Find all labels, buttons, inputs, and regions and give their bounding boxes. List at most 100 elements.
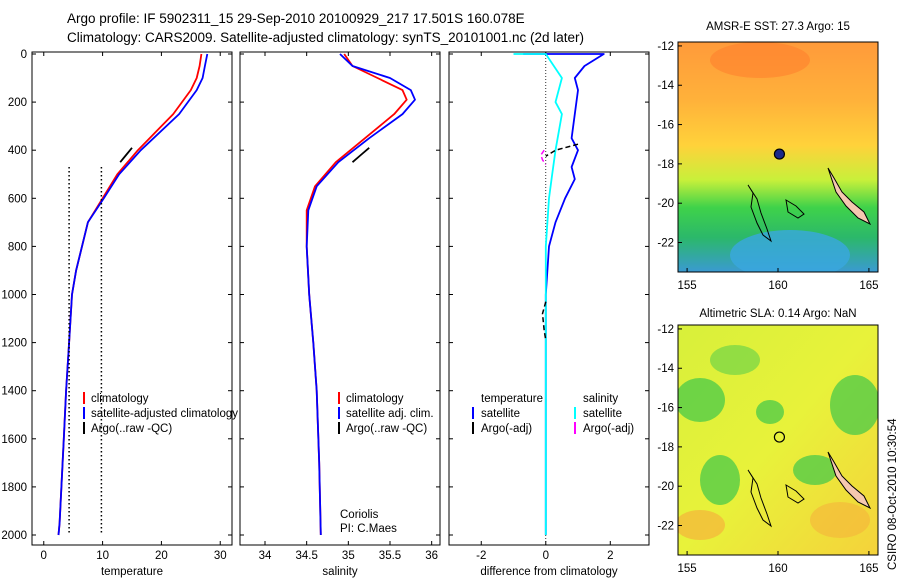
salinity-chart: 34 34.5 35 35.5 36 salinity <box>259 52 438 578</box>
legend-label: climatology <box>346 393 404 405</box>
legend-label: Argo(-adj) <box>481 423 532 435</box>
legend-header-temperature: temperature <box>481 393 543 405</box>
depth-tick-label: 200 <box>8 97 27 109</box>
series-temperature-argo-adj-deep <box>541 301 547 341</box>
legend-label: satellite <box>481 408 520 420</box>
depth-tick-label: 400 <box>8 145 27 157</box>
lon-tick-label: 155 <box>677 563 696 575</box>
lon-tick-label: 165 <box>859 563 878 575</box>
sla-green-patch <box>710 345 760 375</box>
sst-warm-patch <box>710 42 810 78</box>
lat-tick-label: -12 <box>657 324 674 336</box>
depth-tick-label: 0 <box>21 49 27 61</box>
island-outline <box>827 167 872 226</box>
lat-tick-label: -16 <box>657 403 674 415</box>
x-tick-label: 0 <box>543 550 549 562</box>
lat-tick-label: -18 <box>657 442 674 454</box>
x-tick-label: -2 <box>476 550 486 562</box>
series-argo-raw-qc- <box>119 147 133 163</box>
lon-tick-label: 165 <box>859 280 878 292</box>
lon-tick-label: 155 <box>677 280 696 292</box>
legend-label: climatology <box>91 393 149 405</box>
lat-tick-label: -14 <box>657 363 674 375</box>
x-axis-label: difference from climatology <box>480 566 617 578</box>
lat-tick-label: -20 <box>657 198 674 210</box>
sla-green-patch <box>756 400 784 424</box>
sst-map-field <box>678 42 878 272</box>
sla-orange-patch <box>678 510 725 540</box>
sla-map-title: Altimetric SLA: 0.14 Argo: NaN <box>699 308 856 320</box>
lat-tick-label: -12 <box>657 41 674 53</box>
x-tick-label: 35 <box>342 550 355 562</box>
legend-label: satellite <box>583 408 622 420</box>
temperature-panel <box>31 51 233 546</box>
x-tick-label: 35.5 <box>379 550 401 562</box>
island-outline <box>827 451 872 510</box>
footer-timestamp: CSIRO 08-Oct-2010 10:30:54 <box>887 418 899 570</box>
sla-orange-patch <box>810 502 870 538</box>
x-tick-label: 0 <box>41 550 47 562</box>
series-salinity-argo-adj- <box>540 149 547 166</box>
annotation-coriolis: Coriolis <box>340 509 379 521</box>
lat-tick-label: -22 <box>657 238 674 250</box>
figure-title-line1: Argo profile: IF 5902311_15 29-Sep-2010 … <box>67 11 525 26</box>
depth-tick-label: 2000 <box>1 530 27 542</box>
depth-tick-label: 1000 <box>1 290 27 302</box>
x-axis-label: temperature <box>101 566 163 578</box>
salinity-legend: climatology satellite adj. clim. Argo(..… <box>338 392 434 535</box>
series-climatology <box>57 53 203 536</box>
argo-position-marker <box>773 148 786 160</box>
series-temperature-argo-adj- <box>545 143 579 157</box>
legend-label: satellite adj. clim. <box>346 408 434 420</box>
salinity-panel <box>239 51 441 546</box>
difference-chart: -2 0 2 difference from climatology <box>476 52 618 578</box>
lat-tick-label: -14 <box>657 80 674 92</box>
x-tick-label: 34.5 <box>295 550 317 562</box>
figure-title-line2: Climatology: CARS2009. Satellite-adjuste… <box>67 30 584 45</box>
x-axis-label: salinity <box>322 566 357 578</box>
x-tick-label: 36 <box>425 550 438 562</box>
x-tick-label: 10 <box>96 550 109 562</box>
sst-cold-patch <box>730 230 850 272</box>
legend-label: Argo(-adj) <box>583 423 634 435</box>
series-satellite-adj-clim- <box>305 53 416 536</box>
lat-tick-label: -22 <box>657 521 674 533</box>
argo-position-marker <box>773 431 786 443</box>
depth-tick-label: 1800 <box>1 482 27 494</box>
difference-legend: temperature salinity satellite Argo(-adj… <box>472 393 634 435</box>
island-outline <box>785 484 805 504</box>
sla-green-patch <box>830 375 878 435</box>
island-outline <box>747 184 772 243</box>
x-tick-label: 30 <box>214 550 227 562</box>
x-tick-label: 34 <box>259 550 272 562</box>
sla-green-patch <box>678 378 725 422</box>
difference-panel <box>448 51 650 546</box>
legend-label: Argo(..raw -QC) <box>91 423 172 435</box>
depth-axis: 0 200 400 600 800 1000 1200 1400 1600 1800 2000 <box>1 49 649 542</box>
series-argo-raw-qc- <box>351 147 370 163</box>
series-salinity-satellite <box>513 53 563 535</box>
temperature-legend: climatology satellite-adjusted climatolo… <box>83 392 238 435</box>
lon-tick-label: 160 <box>768 280 787 292</box>
depth-tick-label: 800 <box>8 241 27 253</box>
sla-green-patch <box>793 455 837 485</box>
series-climatology <box>305 53 408 536</box>
depth-tick-label: 600 <box>8 193 27 205</box>
x-tick-label: 2 <box>607 550 613 562</box>
lat-tick-label: -18 <box>657 159 674 171</box>
depth-tick-label: 1400 <box>1 386 27 398</box>
temperature-chart: 0 10 20 30 temperature <box>41 52 227 578</box>
depth-tick-label: 1200 <box>1 338 27 350</box>
island-outline <box>747 469 772 528</box>
legend-label: Argo(..raw -QC) <box>346 423 427 435</box>
lat-tick-label: -16 <box>657 120 674 132</box>
island-outline <box>785 199 805 219</box>
depth-tick-label: 1600 <box>1 434 27 446</box>
legend-label: satellite-adjusted climatology <box>91 408 238 420</box>
sst-map-title: AMSR-E SST: 27.3 Argo: 15 <box>706 21 850 33</box>
sla-map-field <box>678 325 878 555</box>
lat-tick-label: -20 <box>657 481 674 493</box>
series-temperature-satellite <box>523 53 605 535</box>
sla-green-patch <box>700 455 740 505</box>
